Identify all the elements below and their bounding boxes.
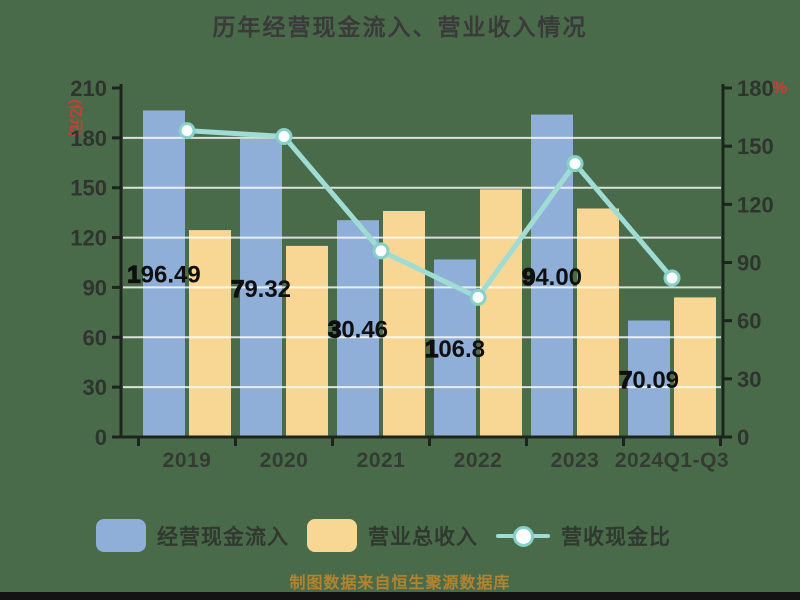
ratio-line (184, 128, 675, 300)
legend-item-total-revenue: 营业总收入 (307, 519, 478, 552)
data-label-2020: 79.32 (231, 276, 291, 303)
ratio-marker-2022 (469, 288, 487, 306)
left-tick-label-30: 30 (83, 375, 107, 400)
bar-total-revenue-2021 (383, 210, 425, 437)
legend-label-ratio: 营收现金比 (561, 525, 671, 549)
bar-total-revenue-2023 (577, 208, 619, 437)
right-tick-label-30: 30 (737, 367, 761, 392)
ratio-marker-2020 (275, 127, 293, 145)
bar-cash-inflow-2024Q1-Q3 (628, 320, 670, 437)
left-tick-label-210: 210 (70, 76, 107, 101)
x-label-2019: 2019 (163, 449, 212, 472)
plot-area: 0 30 60 90 120 150 180 210 0 30 60 90 120 150 180 2019 2… (70, 76, 774, 472)
legend-item-ratio: 营收现金比 (496, 519, 671, 552)
data-label-2024Q1-Q3: 70.09 (619, 367, 679, 394)
right-tick-label-0: 0 (737, 425, 749, 450)
left-tick-label-60: 60 (83, 325, 107, 350)
legend-label-cash-inflow: 经营现金流入 (157, 525, 289, 549)
right-tick-label-120: 120 (737, 192, 774, 217)
left-tick-label-120: 120 (70, 226, 107, 251)
legend-item-cash-inflow: 经营现金流入 (96, 519, 289, 552)
data-label-2019: 196.49 (127, 262, 200, 289)
legend-label-total-revenue: 营业总收入 (368, 525, 478, 549)
bottom-border (0, 592, 800, 600)
bar-cash-inflow-2021 (337, 220, 379, 437)
ratio-marker-2023 (566, 155, 584, 173)
bar-cash-inflow-2019 (143, 110, 185, 437)
data-source-note: 制图数据来自恒生聚源数据库 (289, 575, 511, 592)
right-tick-label-180: 180 (737, 76, 774, 101)
legend-swatch-cash-inflow (96, 519, 146, 552)
bar-cash-inflow-2023 (531, 114, 573, 437)
bar-total-revenue-2020 (286, 245, 328, 437)
legend-line-dot (513, 525, 534, 547)
left-tick-label-0: 0 (95, 425, 107, 450)
ratio-marker-2021 (372, 242, 390, 260)
bar-total-revenue-2024Q1-Q3 (674, 297, 716, 437)
right-tick-label-60: 60 (737, 309, 761, 334)
legend-line-marker-icon (496, 519, 550, 552)
chart-title: 历年经营现金流入、营业收入情况 (212, 14, 588, 40)
right-tick-label-150: 150 (737, 134, 774, 159)
left-tick-label-180: 180 (70, 126, 107, 151)
left-tick-label-90: 90 (83, 275, 107, 300)
x-label-2022: 2022 (454, 449, 503, 472)
ratio-marker-2024Q1-Q3 (663, 269, 681, 287)
chart-legend: 经营现金流入 营业总收入 营收现金比 (96, 519, 689, 552)
bar-total-revenue-2019 (189, 230, 231, 437)
bar-total-revenue-2022 (480, 189, 522, 437)
legend-swatch-total-revenue (307, 519, 357, 552)
right-axis-unit-label: % (772, 78, 788, 97)
x-label-2023: 2023 (551, 449, 600, 472)
right-tick-label-90: 90 (737, 251, 761, 276)
x-label-2024Q1-Q3: 2024Q1-Q3 (615, 449, 729, 472)
data-label-2021: 30.46 (328, 317, 388, 344)
data-label-2023: 94.00 (522, 264, 582, 291)
data-label-2022: 106.8 (425, 336, 485, 363)
left-tick-label-150: 150 (70, 176, 107, 201)
ratio-marker-2019 (178, 122, 196, 140)
x-label-2020: 2020 (260, 449, 309, 472)
x-label-2021: 2021 (357, 449, 406, 472)
